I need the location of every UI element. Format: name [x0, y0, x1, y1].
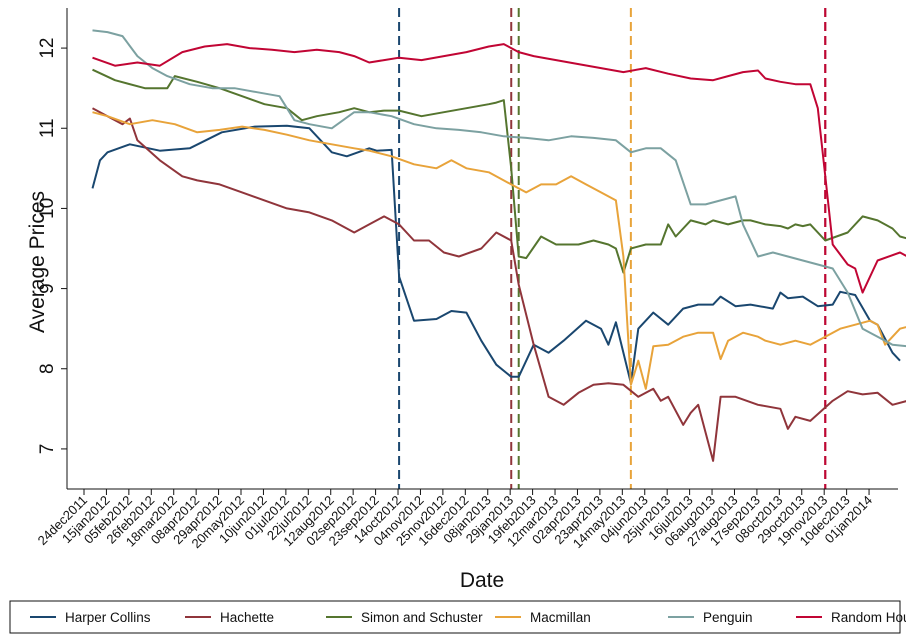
y-axis-title: Average Prices: [26, 191, 49, 333]
series-line-macmillan: [92, 111, 906, 390]
series-line-penguin: [92, 29, 906, 348]
y-tick-label: 8: [37, 363, 58, 374]
legend-label-macmillan: Macmillan: [530, 610, 591, 625]
series-line-simon-and-schuster: [92, 68, 906, 274]
legend-label-penguin: Penguin: [703, 610, 753, 625]
legend-label-simon-and-schuster: Simon and Schuster: [361, 610, 483, 625]
series-lines: [91, 29, 906, 462]
x-axis-title: Date: [460, 569, 504, 592]
legend-label-hachette: Hachette: [220, 610, 274, 625]
y-tick-label: 11: [37, 118, 58, 138]
event-vertical-lines: [398, 8, 827, 489]
y-tick-label: 12: [37, 38, 58, 59]
series-line-random-house: [92, 43, 906, 294]
legend-label-random-house: Random House: [831, 610, 906, 625]
series-line-hachette: [92, 107, 906, 462]
x-axis-ticks: 24dec201115jan201205feb201226feb201218ma…: [35, 489, 875, 551]
y-tick-label: 7: [37, 444, 58, 455]
y-axis-ticks: 7 8 9 10 11 12: [37, 38, 67, 455]
series-line-harper-collins: [91, 124, 901, 385]
y-tick-label: 9: [37, 283, 58, 294]
legend-label-harper-collins: Harper Collins: [65, 610, 151, 625]
legend-box: [9, 600, 901, 634]
y-tick-label: 10: [37, 198, 58, 219]
legend: Harper Collins Hachette Simon and Schuster…: [9, 600, 906, 634]
